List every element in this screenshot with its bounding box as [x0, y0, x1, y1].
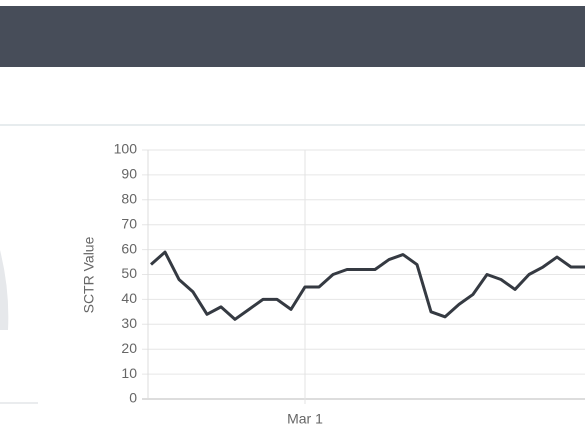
- y-tick-label: 10: [121, 365, 137, 381]
- y-tick-label: 80: [121, 191, 137, 207]
- y-tick-label: 30: [121, 315, 137, 331]
- y-tick-label: 50: [121, 265, 137, 281]
- y-tick-label: 0: [129, 390, 137, 406]
- x-tick-label: Mar 1: [287, 411, 323, 427]
- y-tick-label: 40: [121, 290, 137, 306]
- header-bar: [0, 6, 585, 67]
- y-tick-label: 70: [121, 215, 137, 231]
- y-tick-label: 90: [121, 166, 137, 182]
- y-tick-label: 60: [121, 240, 137, 256]
- side-shape: [0, 250, 9, 330]
- series-line: [150, 250, 585, 321]
- y-axis-label: SCTR Value: [81, 236, 97, 313]
- y-tick-label: 100: [114, 141, 138, 157]
- y-tick-label: 20: [121, 340, 137, 356]
